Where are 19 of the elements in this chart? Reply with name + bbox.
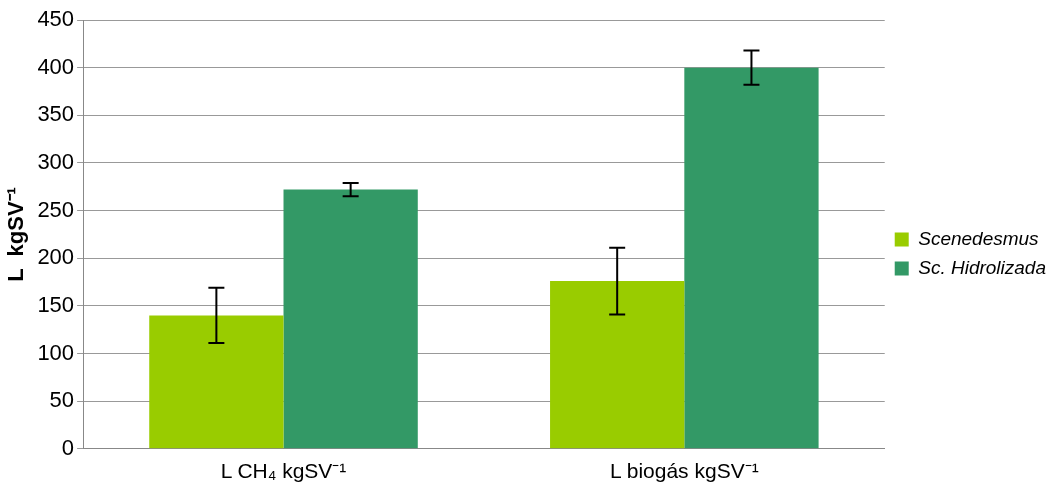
y-tick-label: 300 [37, 149, 75, 174]
y-tick-label: 50 [49, 387, 75, 413]
y-axis-title: L kgSV⁻¹ [3, 187, 29, 282]
bar [684, 67, 819, 449]
bar [283, 189, 418, 449]
y-tick-label: 450 [37, 6, 75, 32]
y-tick-label: 150 [37, 291, 75, 317]
bar [149, 315, 284, 449]
bar [550, 281, 685, 449]
x-tick-label: L CH₄ kgSV⁻¹ [220, 459, 347, 483]
y-tick-label: 350 [37, 101, 75, 127]
y-tick-label: 400 [37, 53, 75, 79]
y-tick-label: 100 [37, 339, 75, 365]
y-tick-label: 250 [37, 196, 75, 222]
x-tick-label: L biogás kgSV⁻¹ [610, 459, 759, 483]
y-tick-label: 0 [61, 434, 75, 460]
legend-label: Sc. Hidrolizada [918, 256, 1046, 278]
y-tick-label: 200 [37, 244, 75, 270]
legend-label: Scenedesmus [918, 227, 1040, 249]
